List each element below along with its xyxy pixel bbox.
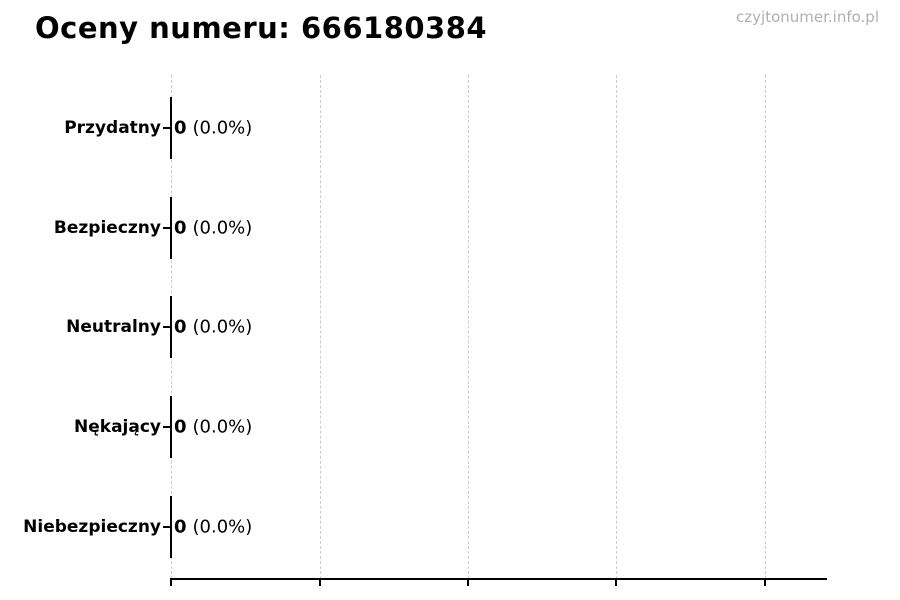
x-axis-tick <box>467 580 469 586</box>
value-percent: (0.0%) <box>192 416 253 438</box>
bar-value-annotation: 0 (0.0%) <box>174 417 252 438</box>
x-axis-tick <box>615 580 617 586</box>
category-label: Bezpieczny <box>53 218 161 238</box>
value-percent: (0.0%) <box>192 316 253 338</box>
bar-zero-value <box>170 296 172 358</box>
bar-zero-value <box>170 396 172 458</box>
category-label: Neutralny <box>66 317 161 337</box>
chart-title: Oceny numeru: 666180384 <box>35 11 488 45</box>
y-axis-tick <box>163 127 170 129</box>
bar-row-niebezpieczny: Niebezpieczny 0 (0.0%) <box>0 496 900 558</box>
bar-row-neutralny: Neutralny 0 (0.0%) <box>0 296 900 358</box>
value-percent: (0.0%) <box>192 117 253 139</box>
x-axis-tick <box>764 580 766 586</box>
y-axis-tick <box>163 227 170 229</box>
value-count: 0 <box>174 516 187 538</box>
watermark-link: czyjtonumer.info.pl <box>736 8 879 26</box>
bar-row-bezpieczny: Bezpieczny 0 (0.0%) <box>0 197 900 259</box>
bar-zero-value <box>170 197 172 259</box>
bar-value-annotation: 0 (0.0%) <box>174 118 252 139</box>
gridline <box>616 75 617 579</box>
bar-value-annotation: 0 (0.0%) <box>174 317 252 338</box>
gridline <box>765 75 766 579</box>
value-percent: (0.0%) <box>192 217 253 239</box>
category-label: Nękający <box>74 417 161 437</box>
x-axis-tick <box>319 580 321 586</box>
y-axis-tick <box>163 426 170 428</box>
bar-value-annotation: 0 (0.0%) <box>174 218 252 239</box>
x-axis-tick <box>170 580 172 586</box>
value-percent: (0.0%) <box>192 516 253 538</box>
gridline <box>468 75 469 579</box>
bar-zero-value <box>170 496 172 558</box>
bar-row-nekajacy: Nękający 0 (0.0%) <box>0 396 900 458</box>
category-label: Niebezpieczny <box>23 517 161 537</box>
y-axis-tick <box>163 326 170 328</box>
bar-row-przydatny: Przydatny 0 (0.0%) <box>0 97 900 159</box>
bar-value-annotation: 0 (0.0%) <box>174 517 252 538</box>
value-count: 0 <box>174 416 187 438</box>
value-count: 0 <box>174 217 187 239</box>
y-axis-tick <box>163 526 170 528</box>
bar-zero-value <box>170 97 172 159</box>
category-label: Przydatny <box>64 118 161 138</box>
gridline <box>320 75 321 579</box>
x-axis-line <box>170 578 827 580</box>
value-count: 0 <box>174 316 187 338</box>
value-count: 0 <box>174 117 187 139</box>
